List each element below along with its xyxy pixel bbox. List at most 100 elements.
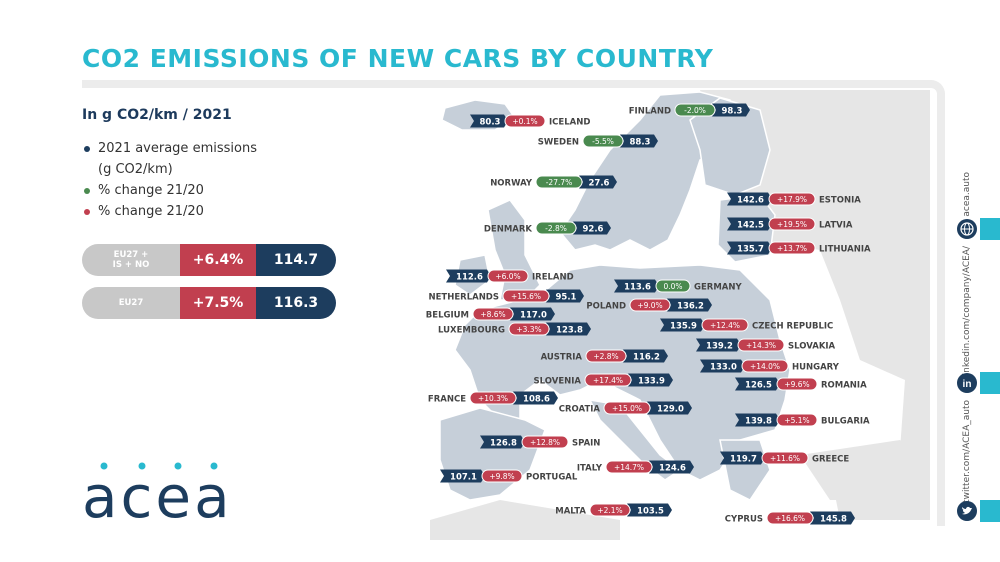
- land-finland: [689, 97, 771, 196]
- value-text: 116.2: [633, 353, 660, 363]
- value-badge: [470, 114, 508, 128]
- country-name: BULGARIA: [821, 417, 870, 427]
- country-name: PORTUGAL: [526, 473, 578, 483]
- change-text: +17.9%: [777, 195, 807, 204]
- value-badge: [573, 221, 611, 235]
- value-badge: [579, 175, 617, 189]
- value-text: 124.6: [659, 464, 686, 474]
- change-badge: [629, 298, 671, 312]
- value-text: 88.3: [630, 138, 651, 148]
- change-badge: [521, 435, 569, 449]
- country-label-latvia: 142.5 +19.5% LATVIA: [727, 217, 853, 231]
- value-text: 135.9: [670, 322, 697, 332]
- country-name: SLOVENIA: [534, 377, 582, 387]
- change-text: 0.0%: [663, 282, 682, 291]
- legend-label: % change 21/20: [98, 204, 204, 219]
- legend-label: % change 21/20: [98, 183, 204, 198]
- value-text: 112.6: [456, 273, 483, 283]
- value-badge: [712, 103, 750, 117]
- value-badge: [810, 511, 855, 525]
- country-name: HUNGARY: [792, 363, 840, 373]
- country-name: NORWAY: [490, 179, 533, 189]
- change-badge: [535, 221, 577, 235]
- change-text: +11.6%: [770, 454, 800, 463]
- change-badge: [472, 307, 514, 321]
- navy-dot-icon: [84, 146, 90, 152]
- country-label-finland: 98.3 -2.0% FINLAND: [629, 103, 750, 117]
- linkedin-icon[interactable]: in: [956, 372, 1000, 394]
- change-text: +12.4%: [710, 321, 740, 330]
- website-text[interactable]: acea.auto: [962, 172, 972, 217]
- value-text: 117.0: [520, 311, 547, 321]
- globe-icon[interactable]: [956, 218, 1000, 240]
- country-label-greece: 119.7 +11.6% GREECE: [720, 451, 849, 465]
- land-iberia: [439, 407, 546, 501]
- value-text: 95.1: [556, 293, 577, 303]
- change-text: +15.6%: [511, 292, 541, 301]
- change-badge: [768, 192, 816, 206]
- acea-logo: acea: [82, 462, 233, 526]
- value-badge: [647, 401, 692, 415]
- value-text: 145.8: [820, 515, 847, 525]
- linkedin-text[interactable]: linkedin.com/company/ACEA/: [962, 246, 972, 378]
- twitter-text[interactable]: twitter.com/ACEA_auto: [962, 400, 972, 503]
- country-labels: 80.3 +0.1% ICELAND 98.3 -2.0% FINLAND 88.3 -5.5…: [426, 103, 871, 525]
- change-text: +10.3%: [478, 394, 508, 403]
- change-badge: [655, 279, 691, 293]
- change-badge: [481, 469, 523, 483]
- country-label-france: 108.6 +10.3% FRANCE: [428, 391, 558, 405]
- country-name: ICELAND: [549, 118, 590, 128]
- value-badge: [696, 338, 741, 352]
- country-name: MALTA: [555, 507, 586, 517]
- value-text: 139.2: [706, 342, 733, 352]
- value-text: 108.6: [523, 395, 550, 405]
- country-name: SPAIN: [572, 439, 600, 449]
- value-text: 126.5: [745, 381, 772, 391]
- change-badge: [502, 289, 550, 303]
- summary-change: +7.5%: [180, 287, 256, 319]
- value-text: 142.6: [737, 196, 764, 206]
- country-name: SWEDEN: [538, 138, 579, 148]
- change-text: +17.4%: [593, 376, 623, 385]
- change-text: +14.0%: [750, 362, 780, 371]
- green-dot-icon: [84, 188, 90, 194]
- change-text: -2.8%: [545, 224, 567, 233]
- value-badge: [446, 269, 491, 283]
- land-uk: [487, 199, 541, 301]
- value-text: 133.9: [638, 377, 665, 387]
- value-text: 92.6: [583, 225, 604, 235]
- logo-dots-icon: [100, 462, 218, 470]
- change-text: +2.8%: [593, 352, 618, 361]
- country-name: FRANCE: [428, 395, 466, 405]
- country-label-denmark: 92.6 -2.8% DENMARK: [484, 221, 611, 235]
- value-text: 139.8: [745, 417, 772, 427]
- value-badge: [720, 451, 765, 465]
- country-label-romania: 126.5 +9.6% ROMANIA: [735, 377, 867, 391]
- value-badge: [727, 217, 772, 231]
- chart-subtitle: In g CO2/km / 2021: [82, 107, 232, 123]
- change-text: -5.5%: [592, 137, 614, 146]
- change-badge: [603, 401, 651, 415]
- change-text: +0.1%: [512, 117, 537, 126]
- value-badge: [649, 460, 694, 474]
- value-badge: [628, 373, 673, 387]
- land-africa: [430, 500, 620, 540]
- value-badge: [700, 359, 745, 373]
- twitter-icon[interactable]: [956, 500, 1000, 522]
- country-name: CZECH REPUBLIC: [752, 322, 833, 332]
- country-name: FINLAND: [629, 107, 671, 117]
- change-badge: [741, 359, 789, 373]
- country-name: DENMARK: [484, 225, 533, 235]
- summary-bar-eu27-is-no: EU27 + IS + NO +6.4% 114.7: [82, 244, 336, 276]
- value-badge: [510, 307, 555, 321]
- value-text: 126.8: [490, 439, 517, 449]
- value-text: 113.6: [624, 283, 651, 293]
- legend-item-emissions: 2021 average emissions (g CO2/km): [82, 138, 257, 180]
- summary-value: 114.7: [256, 244, 336, 276]
- country-name: CROATIA: [559, 405, 601, 415]
- legend: 2021 average emissions (g CO2/km) % chan…: [82, 138, 257, 222]
- change-text: +9.8%: [489, 472, 514, 481]
- value-text: 123.8: [556, 326, 583, 336]
- country-label-czech-republic: 135.9 +12.4% CZECH REPUBLIC: [660, 318, 833, 332]
- country-name: IRELAND: [532, 273, 574, 283]
